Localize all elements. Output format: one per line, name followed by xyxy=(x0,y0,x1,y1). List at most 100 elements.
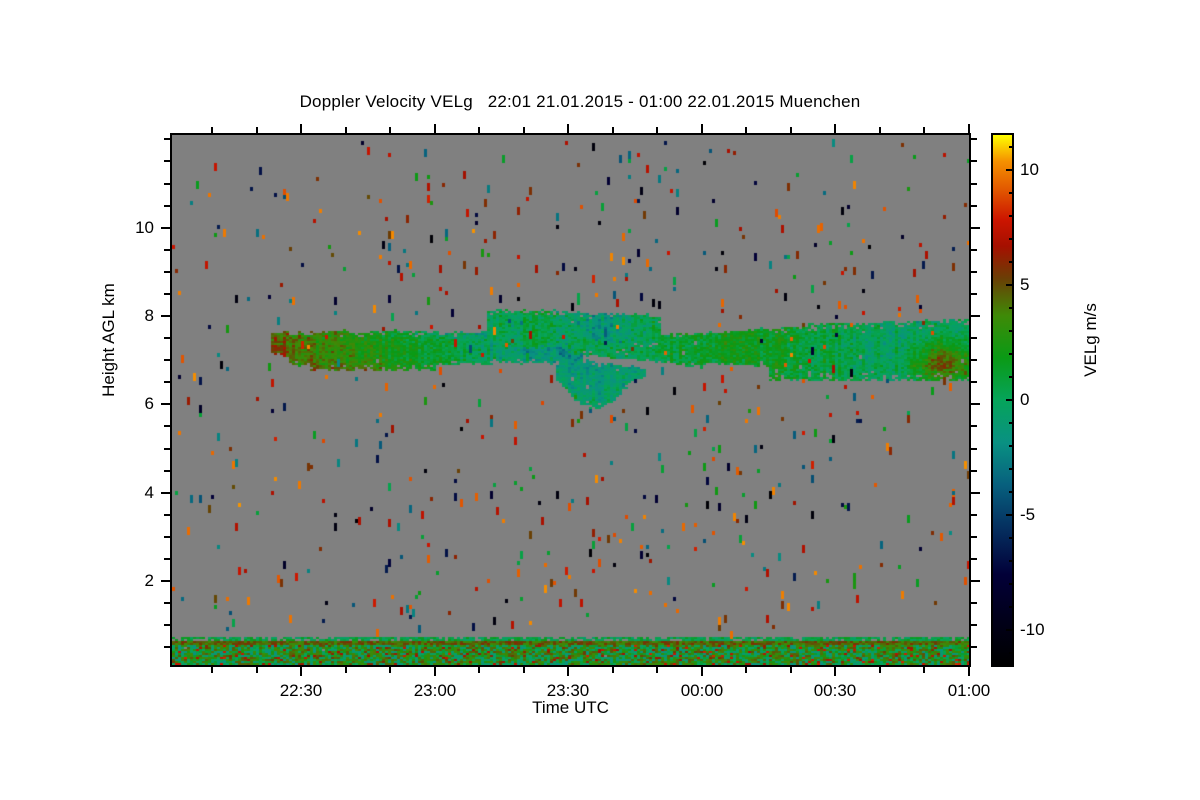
y-tick-major-inner xyxy=(971,315,980,317)
y-tick-major-inner xyxy=(971,403,980,405)
y-tick-major-inner xyxy=(971,227,980,229)
colorbar-tick-major xyxy=(1006,169,1014,171)
y-tick-minor-inner xyxy=(971,381,977,383)
y-tick-minor xyxy=(164,624,170,626)
y-tick-label: 6 xyxy=(144,394,154,413)
colorbar-tick-minor xyxy=(1009,238,1014,240)
y-tick-minor-inner xyxy=(971,359,977,361)
y-tick-minor-inner xyxy=(971,271,977,273)
colorbar-tick-minor xyxy=(1009,560,1014,562)
x-tick-minor xyxy=(923,667,925,673)
y-tick-minor xyxy=(164,425,170,427)
y-tick-minor xyxy=(164,646,170,648)
colorbar-label: VELg m/s xyxy=(1081,303,1100,377)
y-axis-label: Height AGL km xyxy=(99,283,118,397)
y-tick-minor xyxy=(164,448,170,450)
y-tick-minor xyxy=(164,602,170,604)
x-tick-minor-inner xyxy=(612,127,614,133)
colorbar-tick-major xyxy=(1006,514,1014,516)
y-tick-minor-inner xyxy=(971,536,977,538)
page-title: Doppler Velocity VELg 22:01 21.01.2015 -… xyxy=(299,92,861,111)
y-tick-minor xyxy=(164,205,170,207)
colorbar-tick-minor xyxy=(1009,422,1014,424)
colorbar-tick-minor xyxy=(1009,261,1014,263)
x-axis-label: Time UTC xyxy=(532,698,609,717)
y-tick-minor xyxy=(164,359,170,361)
x-tick-major xyxy=(701,667,703,676)
colorbar-tick-minor xyxy=(1009,652,1014,654)
y-tick-minor-inner xyxy=(971,249,977,251)
y-tick-minor-inner xyxy=(971,205,977,207)
x-tick-major-inner xyxy=(567,124,569,133)
x-tick-label: 00:30 xyxy=(813,681,857,700)
y-tick-label: 4 xyxy=(144,483,154,502)
x-tick-major-inner xyxy=(701,124,703,133)
x-tick-minor xyxy=(389,667,391,673)
y-tick-minor-inner xyxy=(971,138,977,140)
y-tick-major-inner xyxy=(971,492,980,494)
x-tick-minor-inner xyxy=(478,127,480,133)
plot-area xyxy=(170,133,971,667)
x-tick-minor-inner xyxy=(879,127,881,133)
x-tick-minor-inner xyxy=(345,127,347,133)
x-tick-minor-inner xyxy=(790,127,792,133)
y-tick-minor xyxy=(164,249,170,251)
y-tick-minor xyxy=(164,381,170,383)
doppler-velocity-heatmap xyxy=(172,135,969,665)
y-tick-major xyxy=(161,580,170,582)
y-tick-minor-inner xyxy=(971,624,977,626)
y-tick-minor xyxy=(164,160,170,162)
y-tick-major-inner xyxy=(971,580,980,582)
y-tick-major xyxy=(161,315,170,317)
y-tick-minor xyxy=(164,183,170,185)
colorbar-tick-minor xyxy=(1009,583,1014,585)
y-tick-minor xyxy=(164,337,170,339)
x-tick-minor-inner xyxy=(923,127,925,133)
x-tick-major-inner xyxy=(834,124,836,133)
y-tick-minor xyxy=(164,138,170,140)
y-tick-minor-inner xyxy=(971,448,977,450)
y-tick-minor-inner xyxy=(971,425,977,427)
y-tick-minor-inner xyxy=(971,514,977,516)
x-tick-minor xyxy=(345,667,347,673)
y-tick-minor xyxy=(164,558,170,560)
colorbar-tick-minor xyxy=(1009,491,1014,493)
colorbar-tick-minor xyxy=(1009,307,1014,309)
colorbar-tick-label: -5 xyxy=(1020,505,1036,524)
colorbar-tick-major xyxy=(1006,284,1014,286)
x-tick-minor-inner xyxy=(211,127,213,133)
x-tick-label: 00:00 xyxy=(680,681,724,700)
y-tick-major xyxy=(161,227,170,229)
colorbar-tick-major xyxy=(1006,629,1014,631)
y-tick-minor-inner xyxy=(971,183,977,185)
colorbar-tick-label: -10 xyxy=(1020,620,1045,639)
y-tick-label: 8 xyxy=(144,306,154,325)
x-tick-minor xyxy=(790,667,792,673)
y-tick-label: 10 xyxy=(135,218,154,237)
x-tick-minor xyxy=(523,667,525,673)
x-tick-major xyxy=(968,667,970,676)
y-tick-minor-inner xyxy=(971,160,977,162)
x-tick-minor-inner xyxy=(523,127,525,133)
x-tick-minor xyxy=(478,667,480,673)
x-tick-minor xyxy=(879,667,881,673)
colorbar-tick-label: 10 xyxy=(1020,160,1039,179)
x-tick-minor-inner xyxy=(389,127,391,133)
x-tick-label: 23:00 xyxy=(413,681,457,700)
y-tick-major xyxy=(161,403,170,405)
y-tick-label: 2 xyxy=(144,571,154,590)
colorbar-tick-minor xyxy=(1009,445,1014,447)
x-tick-major xyxy=(300,667,302,676)
x-tick-major-inner xyxy=(434,124,436,133)
y-tick-minor xyxy=(164,536,170,538)
y-tick-minor xyxy=(164,470,170,472)
colorbar-tick-minor xyxy=(1009,215,1014,217)
x-tick-label: 23:30 xyxy=(546,681,590,700)
colorbar-tick-minor xyxy=(1009,606,1014,608)
colorbar-tick-minor xyxy=(1009,353,1014,355)
x-tick-minor xyxy=(656,667,658,673)
x-tick-minor xyxy=(211,667,213,673)
x-tick-minor-inner xyxy=(256,127,258,133)
colorbar-tick-minor xyxy=(1009,537,1014,539)
